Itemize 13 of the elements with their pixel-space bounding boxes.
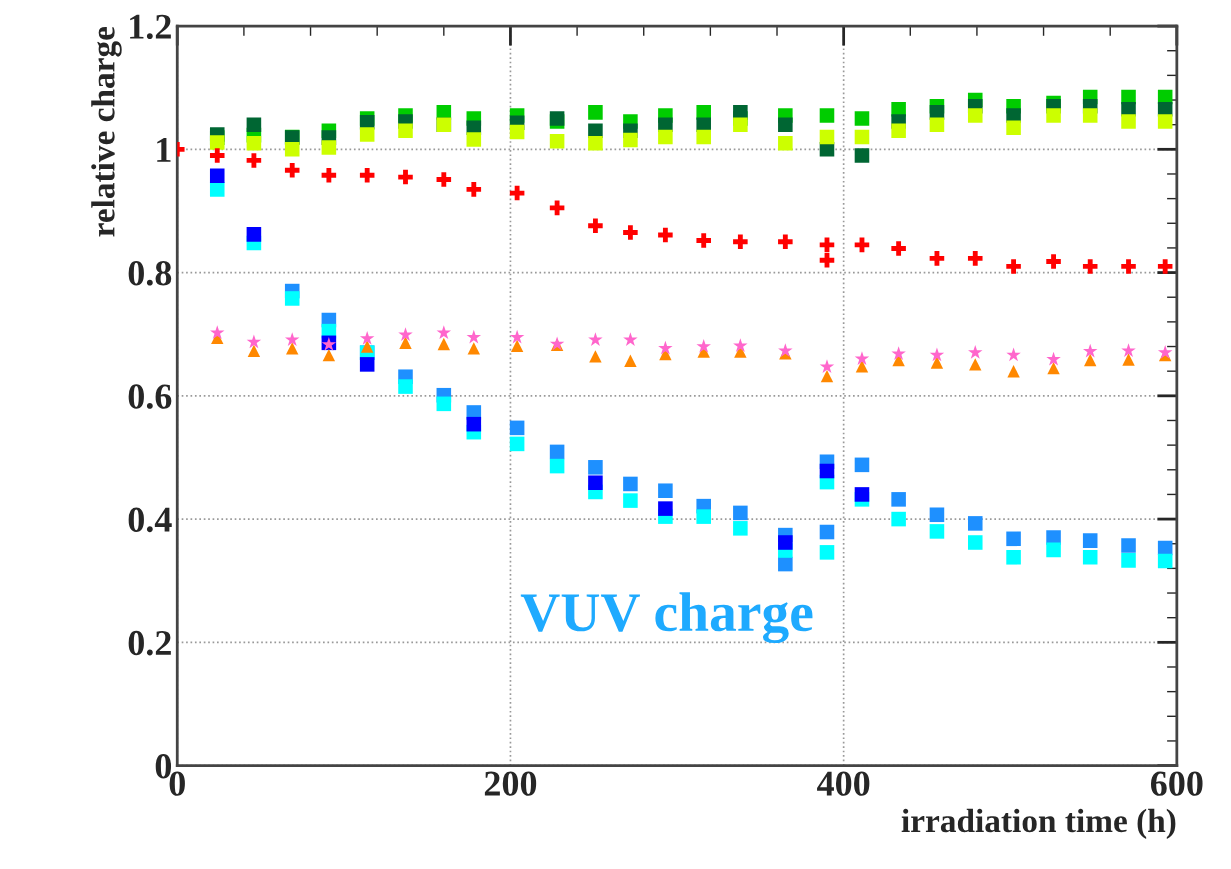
annotation: VUV charge bbox=[520, 592, 813, 644]
y-tick-label: 0.4 bbox=[128, 507, 172, 533]
x-tick-label: 200 bbox=[484, 771, 537, 796]
y-tick-label: 0 bbox=[155, 754, 172, 779]
y-tick-label: 1.2 bbox=[130, 14, 171, 40]
x-axis-title: irradiation time (h) bbox=[901, 808, 1176, 839]
y-axis-title: relative charge bbox=[91, 26, 122, 237]
y-tick-label: 0.2 bbox=[128, 630, 171, 656]
y-tick-label: 0.8 bbox=[128, 261, 172, 286]
x-tick-label: 400 bbox=[817, 771, 870, 796]
x-tick-label: 600 bbox=[1150, 771, 1203, 796]
y-tick-label: 1 bbox=[157, 138, 171, 162]
y-tick-label: 0.6 bbox=[128, 384, 172, 409]
